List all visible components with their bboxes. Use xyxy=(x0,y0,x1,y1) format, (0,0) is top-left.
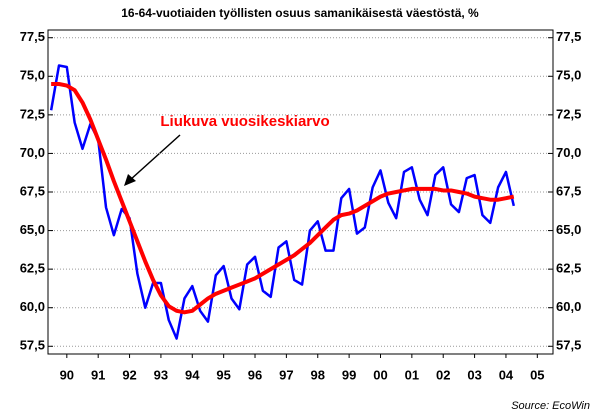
source: Source: EcoWin xyxy=(511,400,590,412)
y-tick-label: 57,5 xyxy=(20,338,45,353)
series-line xyxy=(51,82,515,315)
y-tick-label: 62,5 xyxy=(20,261,45,276)
y2-tick-label: 72,5 xyxy=(556,106,581,121)
x-tick-label: 02 xyxy=(436,367,450,382)
x-tick-label: 96 xyxy=(248,367,262,382)
x-tick-label: 92 xyxy=(122,367,136,382)
y2-tick-label: 57,5 xyxy=(556,338,581,353)
x-tick-label: 95 xyxy=(216,367,230,382)
x-tick-label: 93 xyxy=(154,367,168,382)
y2-tick-label: 75,0 xyxy=(556,68,581,83)
y2-tick-label: 70,0 xyxy=(556,145,581,160)
x-tick-label: 01 xyxy=(405,367,419,382)
y2-tick-label: 77,5 xyxy=(556,29,581,44)
x-tick-label: 97 xyxy=(279,367,293,382)
x-tick-label: 05 xyxy=(530,367,544,382)
x-tick-label: 03 xyxy=(467,367,481,382)
y-tick-label: 77,5 xyxy=(20,29,45,44)
y-tick-label: 67,5 xyxy=(20,183,45,198)
y2-tick-label: 67,5 xyxy=(556,183,581,198)
y-tick-label: 75,0 xyxy=(20,68,45,83)
y-tick-label: 65,0 xyxy=(20,222,45,237)
y-tick-label: 72,5 xyxy=(20,106,45,121)
y2-tick-label: 62,5 xyxy=(556,261,581,276)
x-tick-label: 91 xyxy=(91,367,105,382)
x-tick-label: 00 xyxy=(373,367,387,382)
y2-tick-label: 65,0 xyxy=(556,222,581,237)
annotation-arrow xyxy=(129,134,181,181)
arrow-head xyxy=(124,174,136,186)
x-tick-label: 94 xyxy=(185,367,200,382)
chart-subtitle: 16-64-vuotiaiden työllisten osuus samani… xyxy=(121,6,479,20)
x-tick-label: 90 xyxy=(60,367,74,382)
y2-tick-label: 60,0 xyxy=(556,299,581,314)
y-tick-label: 60,0 xyxy=(20,299,45,314)
annotation: Liukuva vuosikeskiarvo xyxy=(160,113,329,130)
y-tick-label: 70,0 xyxy=(20,145,45,160)
x-tick-label: 04 xyxy=(499,367,514,382)
x-tick-label: 98 xyxy=(311,367,325,382)
x-tick-label: 99 xyxy=(342,367,356,382)
